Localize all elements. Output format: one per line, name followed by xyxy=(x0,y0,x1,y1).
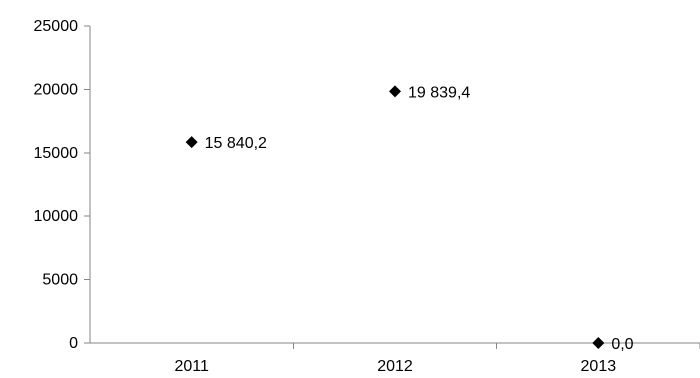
x-axis-ticks: 2011 2012 2013 xyxy=(174,343,700,375)
y-tick-label: 25000 xyxy=(34,18,79,35)
y-tick-label: 5000 xyxy=(42,272,78,289)
y-tick-label: 10000 xyxy=(34,208,79,225)
data-label-2012: 19 839,4 xyxy=(408,84,470,101)
data-label-2011: 15 840,2 xyxy=(205,135,267,152)
data-point-2013 xyxy=(592,337,605,349)
data-points: 15 840,2 19 839,4 0,0 xyxy=(185,84,634,353)
x-tick-label: 2013 xyxy=(581,358,617,375)
x-tick-label: 2011 xyxy=(174,358,209,375)
y-tick-label: 20000 xyxy=(34,81,79,98)
data-point-2012 xyxy=(389,85,401,98)
y-tick-label: 0 xyxy=(69,335,78,352)
data-point-2011 xyxy=(185,136,198,149)
y-axis-ticks: 0 5000 10000 15000 20000 25000 xyxy=(34,18,90,352)
chart-axes xyxy=(89,26,700,344)
data-label-2013: 0,0 xyxy=(611,336,633,353)
x-tick-label: 2012 xyxy=(377,358,413,375)
y-tick-label: 15000 xyxy=(34,145,79,162)
